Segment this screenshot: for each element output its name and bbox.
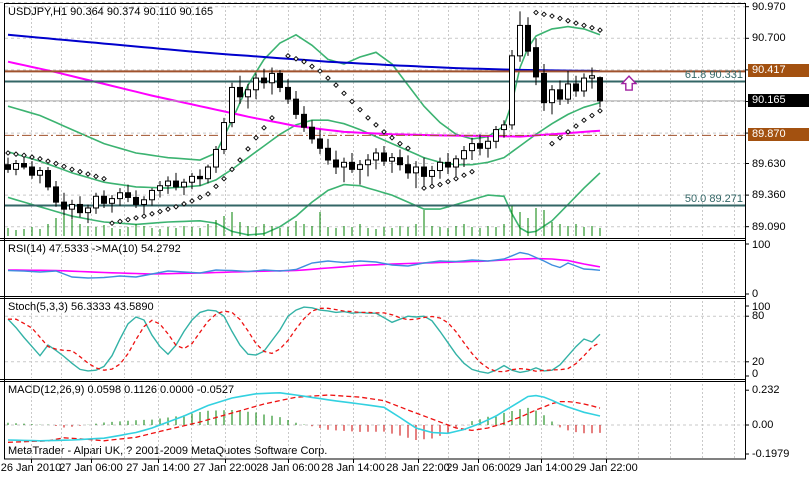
fib-level-label-618: 61.8 90.331 (684, 69, 743, 81)
time-axis-label: 29 Jan 22:00 (574, 462, 638, 474)
fib-level-label-500: 50.0 89.271 (684, 193, 743, 205)
time-axis-label: 28 Jan 14:00 (321, 462, 385, 474)
time-axis-label: 27 Jan 06:00 (59, 462, 123, 474)
time-axis-label: 28 Jan 22:00 (386, 462, 450, 474)
price-axis-label: 89.090 (752, 220, 786, 233)
time-axis-label: 27 Jan 22:00 (193, 462, 257, 474)
rsi-scale-label: 0 (752, 288, 759, 300)
price-badge-resistance: 90.417 (748, 64, 809, 77)
price-axis-label: 90.700 (752, 32, 786, 45)
price-axis-label: 90.970 (752, 0, 786, 13)
time-axis-label: 27 Jan 14:00 (126, 462, 190, 474)
rsi-indicator-label: RSI(14) 47.5333 ->MA(10) 54.2792 (8, 243, 181, 255)
stoch-scale-label: 0 (752, 368, 759, 380)
up-arrow-icon (620, 75, 638, 91)
price-badge-support: 89.870 (748, 128, 809, 141)
stoch-scale-label: 20 (752, 355, 765, 368)
chart-title: USDJPY,H1 90.364 90.374 90.110 90.165 (8, 6, 214, 18)
stoch-scale-label: 100 (752, 301, 771, 313)
time-axis-label: 29 Jan 14:00 (509, 462, 573, 474)
stoch-scale-label: 80 (752, 310, 765, 323)
time-axis-label: 28 Jan 06:00 (256, 462, 320, 474)
macd-scale-label: 0.00 (752, 419, 774, 431)
price-axis-label: 89.630 (752, 157, 786, 170)
rsi-scale-label: 100 (752, 239, 771, 251)
price-badge-current: 90.165 (748, 94, 809, 107)
macd-indicator-label: MACD(12,26,9) 0.0598 0.1126 0.0000 -0.05… (8, 384, 235, 396)
price-axis-label: 89.360 (752, 189, 786, 202)
macd-scale-label: -0.1979 (752, 448, 790, 460)
macd-scale-label: 0.232 (752, 384, 780, 397)
time-axis-label: 29 Jan 06:00 (446, 462, 510, 474)
time-axis-label: 26 Jan 2010 (0, 462, 62, 474)
stoch-indicator-label: Stoch(5,3,3) 56.3333 43.5890 (8, 301, 154, 313)
copyright-text: MetaTrader - Alpari UK, ? 2001-2009 Meta… (8, 445, 328, 457)
